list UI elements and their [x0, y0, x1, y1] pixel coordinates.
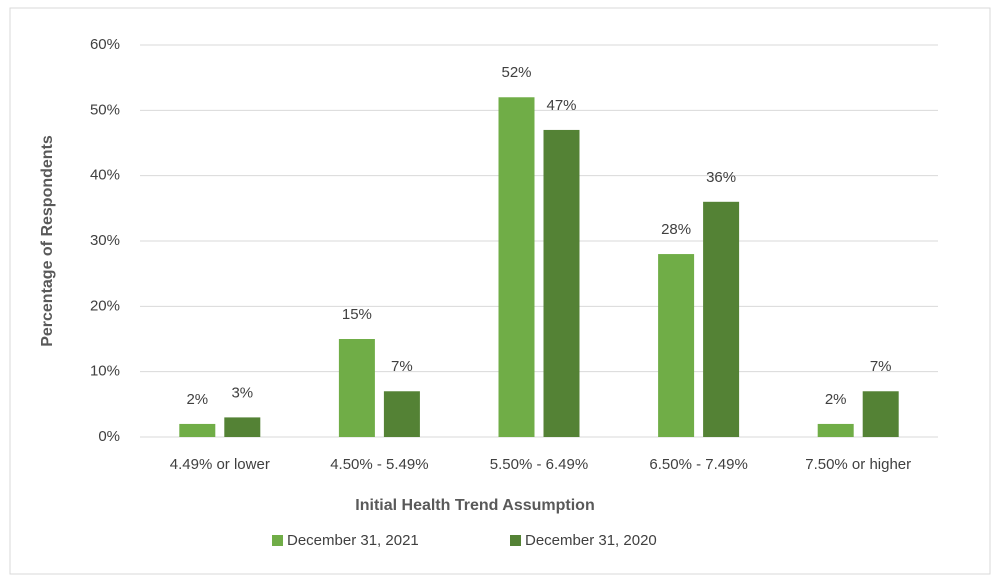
bar	[338, 339, 375, 437]
data-label: 7%	[870, 358, 892, 375]
y-axis-title: Percentage of Respondents	[39, 135, 56, 347]
bar	[658, 254, 695, 437]
x-axis-title: Initial Health Trend Assumption	[355, 497, 594, 514]
bar	[498, 97, 535, 438]
x-tick-label: 4.50% - 5.49%	[330, 456, 428, 473]
y-tick-label: 20%	[90, 297, 120, 314]
x-tick-label: 6.50% - 7.49%	[649, 456, 747, 473]
y-tick-label: 40%	[90, 167, 120, 184]
y-tick-label: 60%	[90, 36, 120, 53]
bar	[543, 129, 580, 437]
data-label: 3%	[231, 384, 253, 401]
bar	[224, 417, 261, 437]
data-label: 36%	[706, 169, 736, 186]
y-tick-label: 50%	[90, 101, 120, 118]
x-tick-label: 7.50% or higher	[805, 456, 911, 473]
data-label: 15%	[342, 306, 372, 323]
bar	[817, 423, 854, 437]
bar	[179, 423, 216, 437]
x-tick-label: 4.49% or lower	[170, 456, 270, 473]
bar	[862, 391, 899, 437]
x-tick-label: 5.50% - 6.49%	[490, 456, 588, 473]
data-label: 2%	[825, 391, 847, 408]
data-label: 2%	[186, 391, 208, 408]
data-label: 47%	[546, 97, 576, 114]
y-tick-label: 30%	[90, 232, 120, 249]
bar	[703, 201, 740, 437]
legend-label: December 31, 2021	[287, 532, 419, 549]
legend-swatch	[510, 535, 521, 546]
data-label: 7%	[391, 358, 413, 375]
data-label: 28%	[661, 221, 691, 238]
data-label: 52%	[501, 64, 531, 81]
y-tick-label: 10%	[90, 363, 120, 380]
bar	[383, 391, 420, 437]
legend-swatch	[272, 535, 283, 546]
legend-label: December 31, 2020	[525, 532, 657, 549]
y-tick-label: 0%	[98, 428, 120, 445]
